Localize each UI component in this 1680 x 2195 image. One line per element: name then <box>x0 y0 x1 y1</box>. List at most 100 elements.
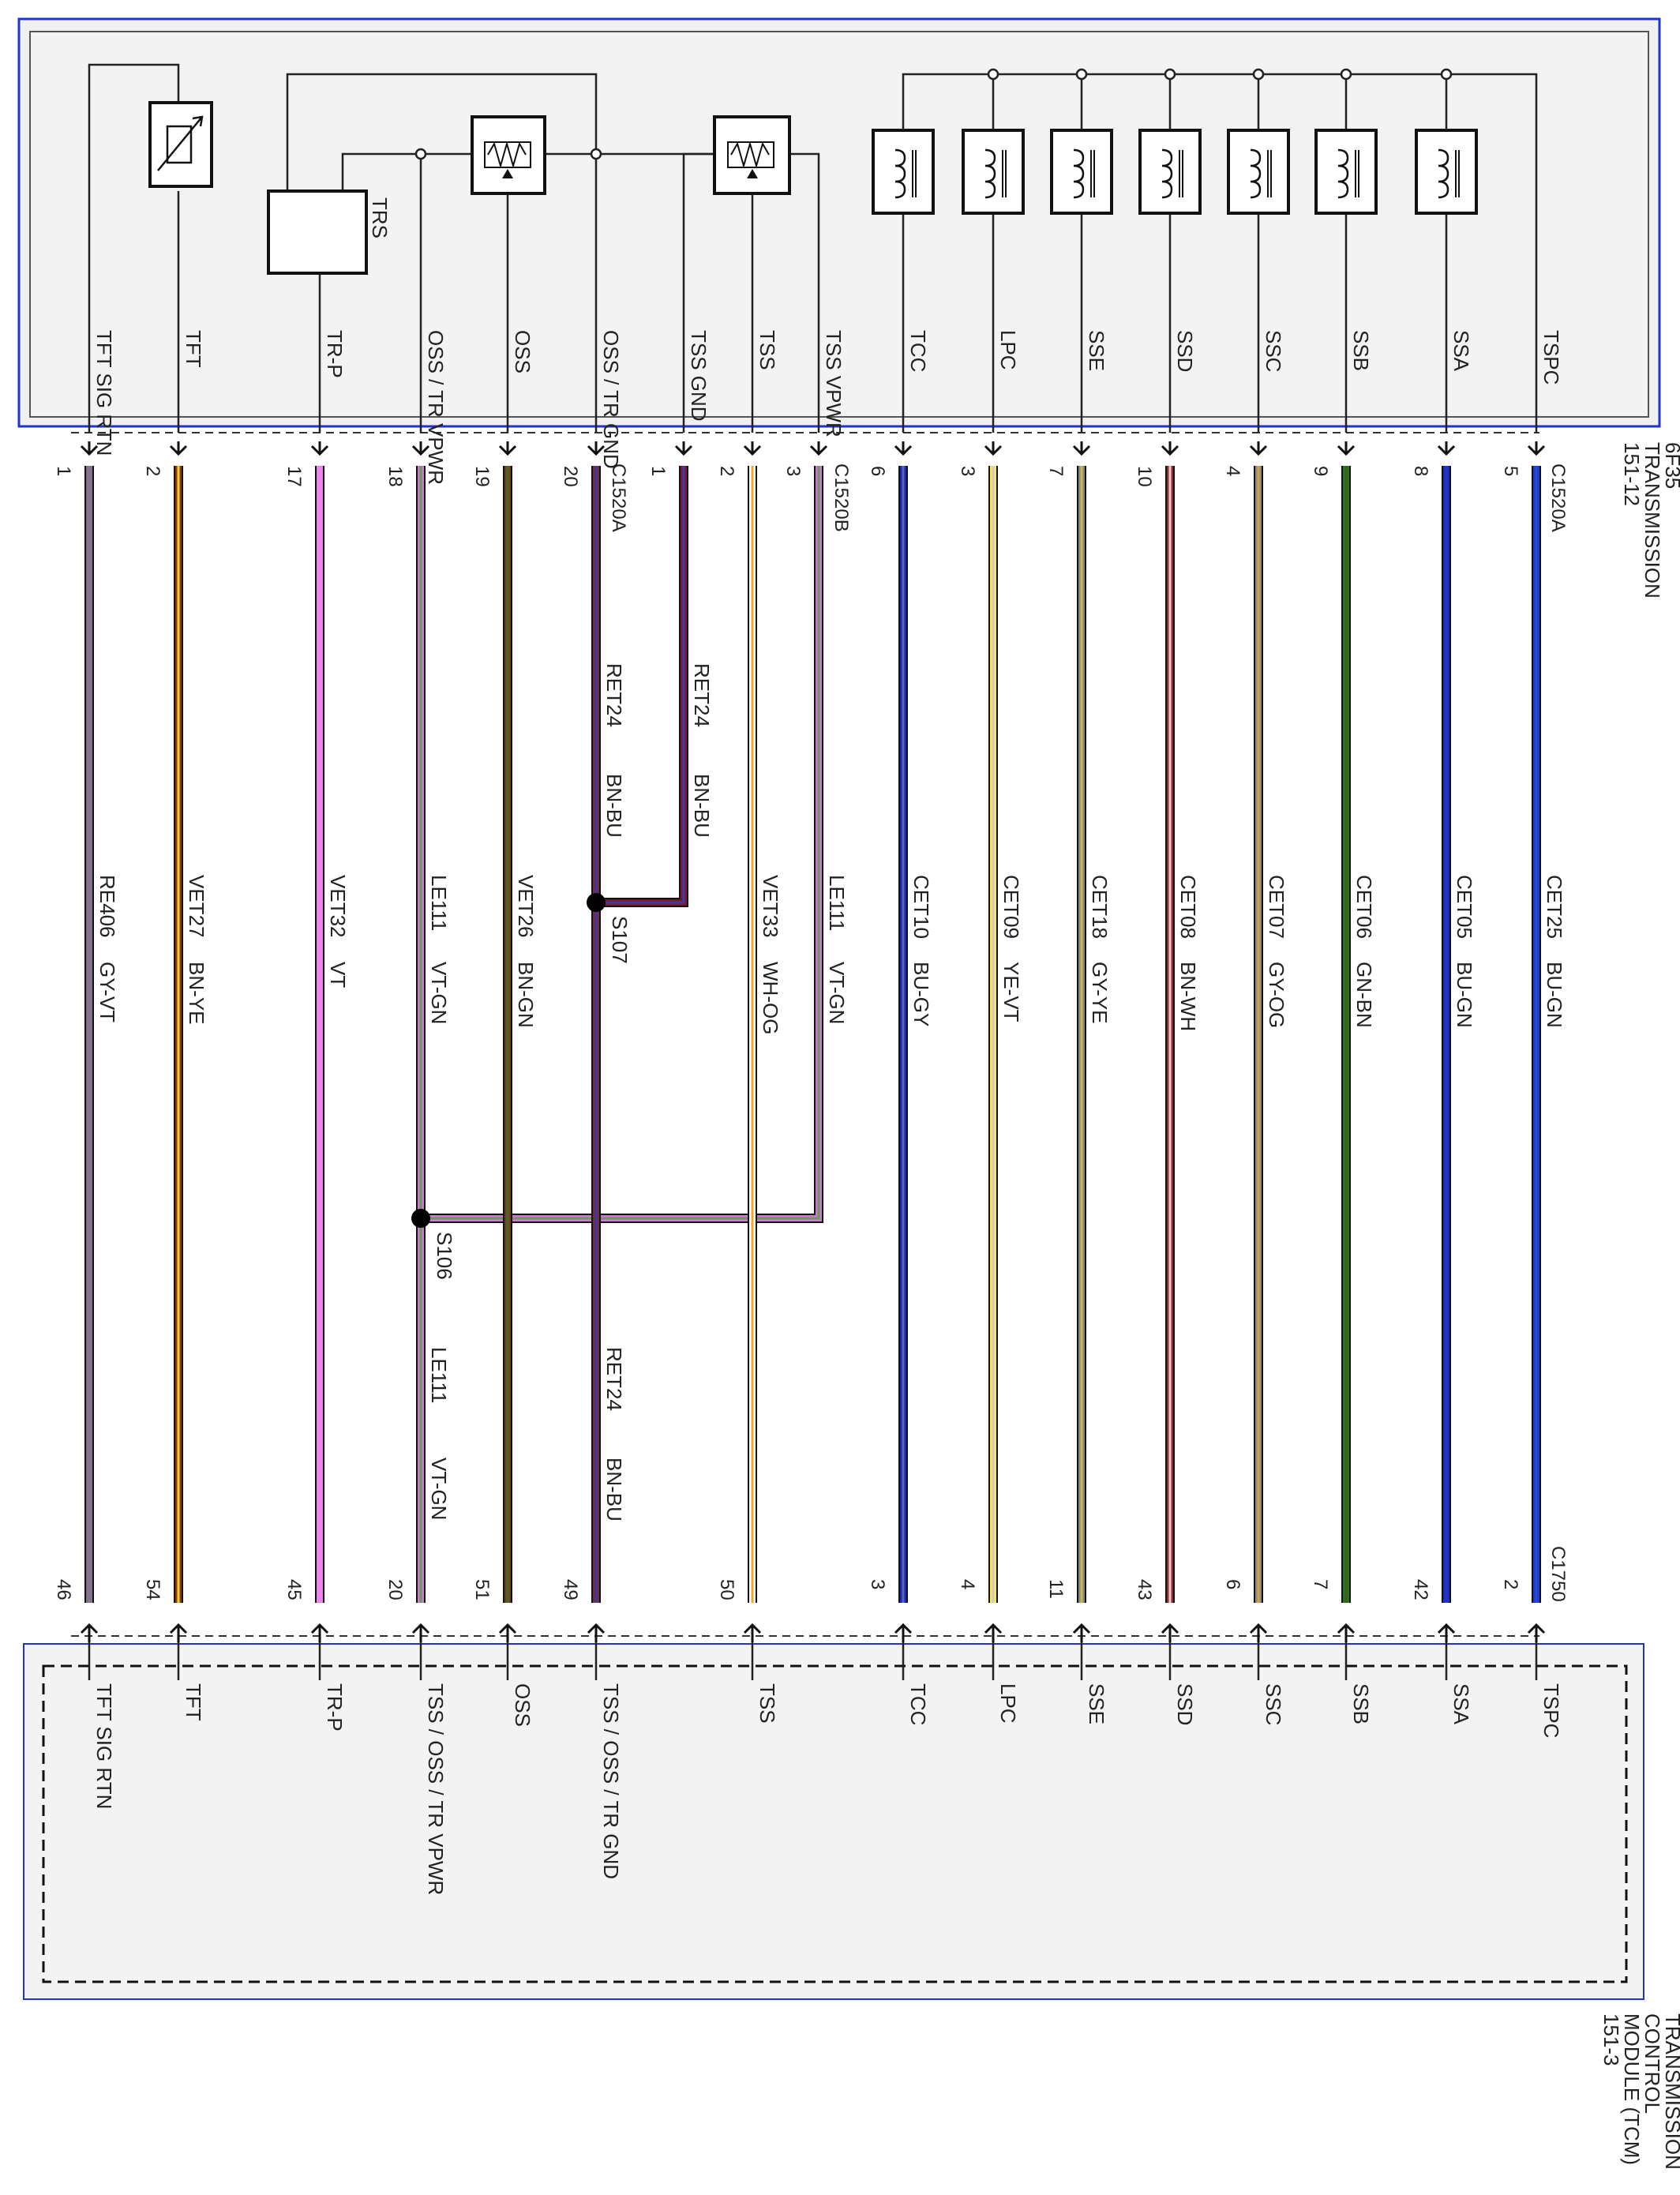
splice-s106-label: S106 <box>433 1232 456 1280</box>
splice-wires <box>421 466 823 1223</box>
tss-vpwr-branch-wire <box>421 466 823 1223</box>
top-arrow-icon <box>674 441 693 456</box>
circuit-tss-gnd: RET24 <box>690 663 714 727</box>
solenoid-coil-icon <box>1050 129 1113 215</box>
tcm-label-lpc: LPC <box>996 1683 1020 1724</box>
top-label-oss-tr-vpwr: OSS / TR VPWR <box>424 330 448 485</box>
bottom-arrow-icon <box>894 1623 913 1680</box>
color-ssa: BU-GN <box>1453 962 1476 1028</box>
bottom-arrow-icon <box>1072 1623 1091 1680</box>
color-tft-sig-rtn: GY-VT <box>96 962 119 1022</box>
tss-gnd-branch-wire <box>596 466 688 907</box>
bottom-arrow-icon <box>743 1623 762 1680</box>
tcm-label-tr-p: TR-P <box>323 1683 347 1732</box>
pin-top-tspc: 5 <box>1500 466 1521 476</box>
tcm-inner-frame <box>42 1664 1628 1983</box>
pin-bottom-tr-p: 45 <box>283 1579 305 1600</box>
solenoid-coil-icon <box>1415 129 1478 215</box>
color-tss-gnd: BN-BU <box>690 774 714 838</box>
top-label-tft: TFT <box>182 330 205 368</box>
bottom-arrow-icon <box>1337 1623 1356 1680</box>
pin-bottom-tft: 54 <box>142 1579 163 1600</box>
solenoid-group <box>872 129 1478 215</box>
top-label-oss: OSS <box>511 330 534 373</box>
top-arrow-icon <box>894 441 913 456</box>
bottom-arrow-icon <box>984 1623 1003 1680</box>
top-label-ssb: SSB <box>1349 330 1373 371</box>
pin-top-tft: 2 <box>142 466 163 476</box>
circuit-oss: VET26 <box>514 875 538 938</box>
pin-bottom-ssb: 7 <box>1310 1579 1331 1589</box>
circuit-ssd: CET08 <box>1176 875 1200 939</box>
tcm-frame <box>23 1643 1644 2000</box>
solenoid-coil-icon <box>872 129 935 215</box>
top-arrow-icon <box>1337 441 1356 456</box>
circuit-tss: VET33 <box>759 875 782 938</box>
top-label-tft-sig-rtn: TFT SIG RTN <box>92 330 116 456</box>
color-ssd: BN-WH <box>1176 962 1200 1031</box>
pin-top-oss-tr-vpwr: 18 <box>384 466 406 487</box>
top-label-tss-gnd: TSS GND <box>687 330 711 422</box>
tcm-label-ssc: SSC <box>1262 1683 1285 1725</box>
bottom-arrow-icon <box>1437 1623 1456 1680</box>
transmission-title: 6F35 TRANSMISSION 151-12 <box>1620 442 1680 598</box>
pin-top-ssa: 8 <box>1410 466 1431 476</box>
top-arrow-icon <box>1161 441 1179 456</box>
pin-bottom-lpc: 4 <box>957 1579 978 1589</box>
pin-top-ssc: 4 <box>1222 466 1243 476</box>
top-arrow-icon <box>169 441 188 456</box>
splice-s107-dot <box>587 893 606 912</box>
top-arrow-icon <box>743 441 762 456</box>
solenoid-coil-icon <box>1314 129 1378 215</box>
color-ssc: GY-OG <box>1265 962 1288 1028</box>
tcm-label-oss-tr-vpwr: TSS / OSS / TR VPWR <box>424 1683 448 1895</box>
tcm-title: TRANSMISSION CONTROL MODULE (TCM) 151-3 <box>1599 2013 1680 2170</box>
svg-text:151-12: 151-12 <box>1620 442 1644 506</box>
tcm-label-tft-sig-rtn: TFT SIG RTN <box>92 1683 116 1809</box>
svg-text:6F35: 6F35 <box>1661 442 1680 489</box>
color-lpc: YE-VT <box>999 962 1023 1022</box>
pin-top-oss-tr-gnd: 20 <box>560 466 581 487</box>
tcm-label-ssa: SSA <box>1449 1683 1473 1725</box>
tcm-label-tss: TSS <box>756 1683 779 1724</box>
top-arrow-icon <box>984 441 1003 456</box>
splice-s106-dot <box>411 1209 430 1228</box>
pin-top-tcc: 6 <box>867 466 888 476</box>
bottom-arrow-icon <box>310 1623 329 1680</box>
color-sse: GY-YE <box>1088 962 1112 1024</box>
svg-text:TRANSMISSION: TRANSMISSION <box>1661 2013 1680 2170</box>
splice-s107-label: S107 <box>608 916 632 964</box>
svg-text:CONTROL: CONTROL <box>1641 2013 1664 2114</box>
pin-top-tss: 2 <box>716 466 737 476</box>
pin-top-lpc: 3 <box>957 466 978 476</box>
pin-bottom-oss-tr-vpwr: 20 <box>384 1579 406 1600</box>
circuit-lower-oss-tr-vpwr: LE111 <box>427 1347 451 1403</box>
color-oss: BN-GN <box>514 962 538 1028</box>
pin-bottom-tspc: 2 <box>1500 1579 1521 1589</box>
pin-bottom-ssd: 43 <box>1134 1579 1155 1600</box>
connector-c1520a-right: C1520A <box>1547 463 1569 532</box>
connector-c1520a-left: C1520A <box>608 463 629 532</box>
top-arrow-icon <box>498 441 517 456</box>
thermistor-icon <box>148 101 213 188</box>
top-label-oss-tr-gnd: OSS / TR GND <box>599 330 623 469</box>
circuit-oss-tr-gnd: RET24 <box>602 663 626 727</box>
circuit-oss-tr-vpwr: LE111 <box>427 875 451 931</box>
pin-top-tr-p: 17 <box>283 466 305 487</box>
bottom-arrow-icon <box>587 1623 606 1680</box>
bottom-arrow-icon <box>498 1623 517 1680</box>
top-label-ssa: SSA <box>1449 330 1473 372</box>
pin-bottom-oss-tr-gnd: 49 <box>560 1579 581 1600</box>
pin-bottom-ssc: 6 <box>1222 1579 1243 1589</box>
circuit-lpc: CET09 <box>999 875 1023 939</box>
top-arrow-icon <box>80 441 99 456</box>
pin-bottom-oss: 51 <box>471 1579 493 1600</box>
pin-top-oss: 19 <box>471 466 493 487</box>
circuit-ssa: CET05 <box>1453 875 1476 939</box>
circuit-sse: CET18 <box>1088 875 1112 939</box>
tcm-label-sse: SSE <box>1085 1683 1108 1724</box>
trs-label: TRS <box>368 197 392 238</box>
pin-bottom-tss: 50 <box>716 1579 737 1600</box>
pin-bottom-tcc: 3 <box>867 1579 888 1589</box>
